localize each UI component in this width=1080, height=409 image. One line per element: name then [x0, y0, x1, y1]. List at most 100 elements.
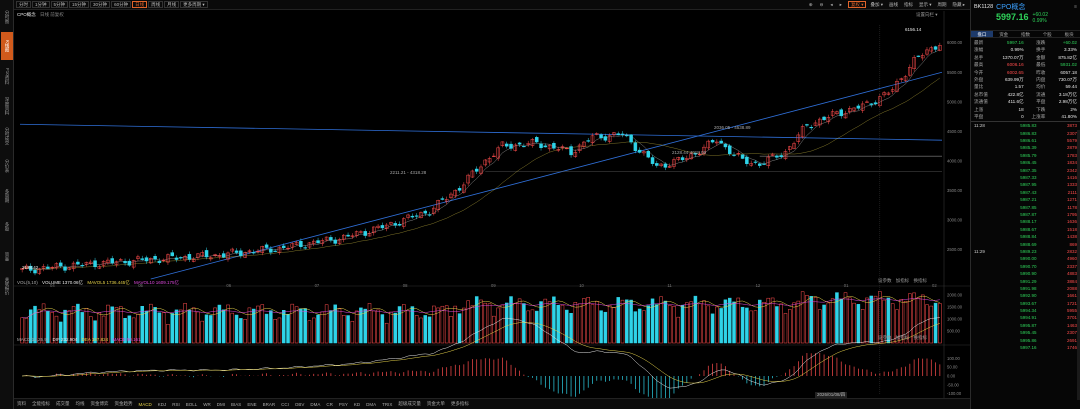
set-params-button[interactable]: 设参数: [878, 278, 892, 283]
indicator-tab-2[interactable]: 成交量: [56, 401, 70, 406]
macd-swap-indicator-button[interactable]: 换指标: [913, 335, 928, 340]
rail-item-2[interactable]: F10资料: [5, 67, 10, 85]
volume-bar: [286, 314, 290, 344]
rail-item-0[interactable]: 分时图: [5, 10, 10, 24]
arrow-left-icon[interactable]: ◂: [830, 1, 833, 7]
rail-item-3[interactable]: 深度资料: [5, 97, 10, 115]
volume-bar: [483, 302, 488, 344]
tick-price: 5997.16: [1020, 345, 1037, 351]
quote-tab-1[interactable]: 资金: [999, 32, 1009, 37]
candle-body: [67, 267, 72, 270]
indicator-tab-17[interactable]: DMA: [310, 401, 321, 407]
x-tick-label: 12: [756, 283, 761, 288]
quote-key: 最新: [974, 40, 984, 45]
rail-item-6[interactable]: 多周期: [5, 189, 10, 203]
indicator-tab-4[interactable]: 资金博弈: [90, 401, 109, 406]
indicator-tab-12[interactable]: BIAS: [231, 401, 242, 407]
indicator-tab-10[interactable]: WR: [203, 401, 211, 407]
quote-tab-4[interactable]: 板块: [1064, 32, 1074, 37]
volume-bar: [37, 309, 42, 344]
tick-time: [974, 189, 990, 196]
indicator-tab-20[interactable]: KD: [353, 401, 361, 407]
toolbar-button-6[interactable]: 隐藏 ▸: [952, 1, 965, 7]
timeframe-5[interactable]: 60分钟: [111, 1, 132, 8]
tick-volume: 3873: [1066, 123, 1077, 129]
toolbar-button-0[interactable]: 复权 ▾: [847, 1, 867, 8]
volume-bar: [770, 297, 775, 344]
macd-set-params-button[interactable]: 设参数: [878, 335, 892, 340]
candle-body: [569, 146, 573, 156]
volume-bar: [530, 309, 535, 344]
candle-body: [612, 132, 616, 135]
timeframe-2[interactable]: 5分钟: [50, 1, 69, 8]
timeframe-7[interactable]: 周线: [148, 1, 164, 8]
indicator-tab-6[interactable]: MACD: [138, 401, 152, 407]
indicator-tab-24[interactable]: 资金大单: [426, 401, 445, 406]
volume-bar: [234, 314, 239, 344]
timeframe-1[interactable]: 1分钟: [32, 1, 50, 8]
timeframe-4[interactable]: 30分钟: [90, 1, 111, 8]
volume-bar: [852, 302, 856, 344]
zoom-out-icon[interactable]: ⊖: [819, 1, 824, 7]
add-indicator-button[interactable]: 加指标: [895, 278, 910, 283]
candle-body: [423, 210, 428, 214]
indicator-tab-13[interactable]: ENE: [247, 401, 257, 407]
indicator-tab-7[interactable]: KDJ: [157, 401, 167, 407]
indicator-tab-0[interactable]: 资料: [17, 401, 26, 406]
rail-item-1[interactable]: K线图: [1, 32, 13, 60]
price-change-abs: +60.02: [1032, 12, 1048, 18]
chart-area[interactable]: 6000.00 5500.00 5000.00 4500.00 4000.00 3500.…: [14, 11, 970, 398]
candle-body: [251, 252, 256, 254]
indicator-tab-16[interactable]: OBV: [294, 401, 305, 407]
menu-icon[interactable]: ≡: [1074, 4, 1077, 10]
quote-tab-3[interactable]: 个股: [1042, 32, 1052, 37]
tick-scrollbar[interactable]: [1077, 130, 1080, 400]
rail-item-9[interactable]: 关联报价: [5, 277, 10, 295]
rail-item-8[interactable]: 资金: [5, 251, 10, 261]
rail-item-7[interactable]: 多股: [5, 221, 10, 231]
indicator-tab-25[interactable]: 更多指标: [450, 401, 469, 406]
quote-tab-2[interactable]: 指数: [1020, 32, 1030, 37]
indicator-tab-5[interactable]: 资金趋势: [114, 401, 133, 406]
macd-add-indicator-button[interactable]: 加指标: [895, 335, 910, 340]
zoom-in-icon[interactable]: ⊕: [808, 1, 813, 7]
toolbar-button-2[interactable]: 画线: [888, 1, 898, 7]
volume-bar: [402, 304, 406, 344]
swap-indicator-button[interactable]: 换指标: [913, 278, 928, 283]
chart-settings-tag[interactable]: 设置向栏 ▾: [916, 12, 938, 17]
candle-body: [179, 257, 183, 259]
timeframe-9[interactable]: 更多周期 ▾: [180, 1, 208, 8]
indicator-tab-11[interactable]: DMI: [216, 401, 226, 407]
candle-body: [84, 261, 89, 265]
indicator-tab-23[interactable]: 超级成交量: [398, 401, 421, 406]
indicator-tab-3[interactable]: 均线: [75, 401, 85, 406]
toolbar-button-5[interactable]: 周期: [937, 1, 947, 7]
quote-tab-0[interactable]: 盘口: [971, 31, 993, 37]
indicator-tab-21[interactable]: DMA: [366, 401, 377, 407]
indicator-tab-19[interactable]: PSY: [338, 401, 348, 407]
arrow-right-icon[interactable]: ▸: [839, 1, 842, 7]
indicator-tab-15[interactable]: CCI: [281, 401, 289, 407]
indicator-tab-9[interactable]: BOLL: [185, 401, 198, 407]
timeframe-8[interactable]: 月线: [164, 1, 180, 8]
timeframe-3[interactable]: 15分钟: [69, 1, 90, 8]
rail-item-5[interactable]: 分价表: [5, 159, 10, 173]
indicator-tab-18[interactable]: CR: [326, 401, 333, 407]
candle-body: [534, 137, 539, 143]
rail-item-4[interactable]: 分时成交: [5, 127, 10, 145]
indicator-tab-22[interactable]: TRIX: [382, 401, 393, 407]
timeframe-6[interactable]: 日线: [132, 1, 148, 8]
candle-body: [822, 116, 826, 121]
candle-body: [826, 117, 831, 123]
indicator-tab-8[interactable]: RSI: [172, 401, 180, 407]
volume-bar: [830, 298, 835, 344]
toolbar-button-3[interactable]: 指标: [903, 1, 913, 7]
timeframe-0[interactable]: 分时: [16, 1, 31, 8]
toolbar-button-4[interactable]: 显示 ▾: [918, 1, 932, 7]
indicator-tab-1[interactable]: 全能指标: [32, 401, 50, 406]
quote-row: 总手 1370.07万 金额 875.82亿: [971, 54, 1080, 61]
pivot-label-2: 2211.21 - 4318.28: [390, 170, 427, 175]
candle-body: [590, 135, 595, 143]
toolbar-button-1[interactable]: 叠加 ▾: [870, 1, 883, 7]
indicator-tab-14[interactable]: BRAR: [262, 401, 276, 407]
